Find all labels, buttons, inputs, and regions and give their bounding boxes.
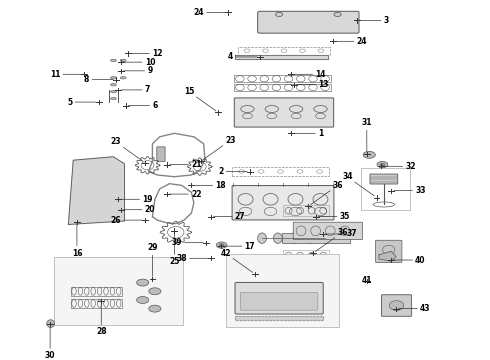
Text: 33: 33 (394, 186, 426, 195)
Text: 43: 43 (399, 304, 431, 313)
Ellipse shape (334, 12, 341, 17)
FancyBboxPatch shape (258, 11, 359, 33)
Ellipse shape (258, 233, 267, 243)
Text: 7: 7 (121, 85, 150, 94)
Ellipse shape (111, 77, 116, 79)
Polygon shape (379, 251, 396, 261)
Ellipse shape (321, 233, 330, 243)
Ellipse shape (216, 242, 227, 248)
Bar (226, 254, 339, 327)
FancyBboxPatch shape (157, 147, 165, 161)
Ellipse shape (377, 161, 388, 168)
Text: 26: 26 (111, 216, 142, 225)
Text: 5: 5 (67, 98, 96, 107)
FancyBboxPatch shape (234, 98, 334, 127)
Polygon shape (235, 316, 323, 320)
FancyBboxPatch shape (238, 291, 320, 309)
Text: 36: 36 (316, 228, 348, 252)
Ellipse shape (111, 90, 116, 93)
Ellipse shape (363, 151, 375, 158)
Ellipse shape (273, 233, 282, 243)
Text: 24: 24 (194, 8, 225, 17)
Text: 3: 3 (360, 16, 389, 25)
Bar (234, 75, 331, 82)
FancyBboxPatch shape (233, 280, 326, 313)
Ellipse shape (289, 233, 298, 243)
Ellipse shape (120, 77, 126, 79)
Text: 25: 25 (169, 233, 179, 266)
Text: 23: 23 (111, 138, 143, 161)
Text: 30: 30 (45, 327, 55, 360)
Text: 35: 35 (318, 212, 350, 221)
Text: 16: 16 (72, 225, 82, 258)
FancyBboxPatch shape (232, 185, 334, 220)
Text: 28: 28 (96, 303, 107, 336)
Text: 24: 24 (336, 37, 367, 46)
FancyBboxPatch shape (241, 293, 318, 310)
Text: 19: 19 (121, 195, 153, 204)
Text: 36: 36 (311, 181, 343, 204)
Bar (283, 205, 329, 216)
Text: 42: 42 (220, 249, 252, 272)
Text: 29: 29 (147, 243, 158, 276)
Text: 14: 14 (294, 70, 326, 79)
Text: 10: 10 (123, 58, 155, 67)
Text: 41: 41 (362, 276, 372, 285)
Ellipse shape (305, 233, 314, 243)
Text: 22: 22 (170, 190, 201, 199)
Text: 32: 32 (384, 162, 416, 171)
Text: 38: 38 (176, 254, 208, 263)
Text: 40: 40 (394, 256, 426, 265)
Text: 20: 20 (123, 205, 155, 214)
FancyBboxPatch shape (375, 240, 402, 262)
Ellipse shape (47, 320, 54, 327)
Text: 9: 9 (123, 66, 152, 75)
Text: 15: 15 (184, 87, 216, 111)
Polygon shape (69, 157, 124, 224)
Bar (283, 250, 329, 261)
Text: 17: 17 (223, 242, 255, 251)
Text: 23: 23 (203, 136, 236, 159)
Polygon shape (235, 55, 328, 59)
Text: 11: 11 (49, 70, 81, 79)
Text: 8: 8 (84, 75, 113, 84)
Text: 4: 4 (228, 53, 257, 62)
Text: 31: 31 (362, 118, 372, 151)
Ellipse shape (111, 59, 116, 62)
Text: 37: 37 (326, 229, 358, 238)
Ellipse shape (111, 98, 116, 100)
Bar (232, 167, 329, 176)
Ellipse shape (149, 305, 161, 312)
Ellipse shape (380, 163, 385, 166)
Ellipse shape (137, 297, 149, 303)
Bar (71, 299, 122, 308)
Text: 34: 34 (342, 172, 374, 196)
Bar (238, 47, 330, 54)
FancyBboxPatch shape (293, 222, 363, 239)
Ellipse shape (111, 84, 116, 86)
Bar (282, 233, 350, 243)
Ellipse shape (389, 301, 404, 310)
FancyBboxPatch shape (381, 295, 412, 316)
Bar (54, 257, 183, 325)
Ellipse shape (219, 244, 224, 247)
Text: 18: 18 (194, 181, 226, 190)
Text: 2: 2 (218, 167, 247, 176)
Bar (71, 287, 122, 296)
Ellipse shape (120, 59, 126, 62)
Text: 6: 6 (128, 101, 157, 110)
Ellipse shape (275, 12, 283, 17)
Ellipse shape (149, 288, 161, 295)
FancyBboxPatch shape (370, 174, 398, 184)
Bar (234, 84, 331, 91)
Text: 39: 39 (172, 238, 203, 247)
Ellipse shape (137, 279, 149, 286)
Bar (361, 168, 410, 210)
Text: 27: 27 (214, 212, 245, 221)
FancyBboxPatch shape (235, 283, 323, 314)
Text: 12: 12 (131, 49, 163, 58)
Text: 13: 13 (296, 80, 328, 89)
Text: 1: 1 (294, 129, 323, 138)
Text: 21: 21 (170, 160, 201, 169)
